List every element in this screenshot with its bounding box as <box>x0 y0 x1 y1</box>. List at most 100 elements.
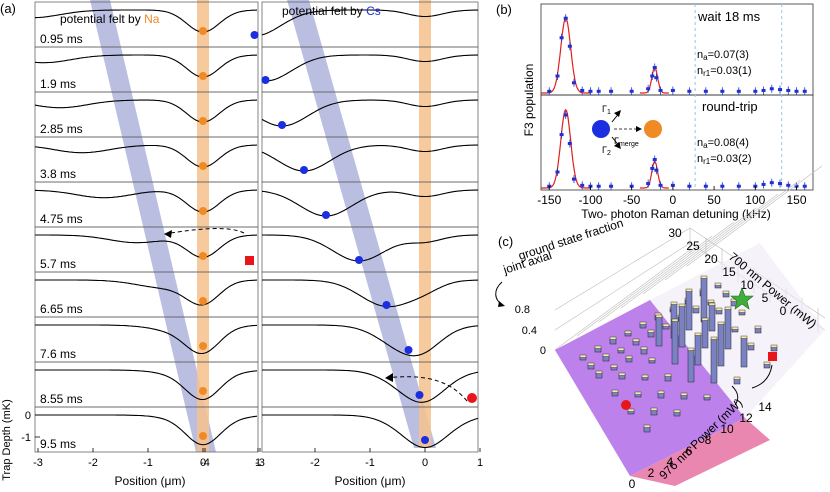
na-atom <box>199 342 207 350</box>
x700-tick: 30 <box>668 226 682 240</box>
frame-right <box>261 316 479 363</box>
data-point <box>761 88 766 92</box>
xlabel-left: Position (μm) <box>115 474 186 488</box>
merge-arrowhead <box>636 126 642 132</box>
fit-curve-main <box>541 17 591 94</box>
data-point <box>794 89 799 93</box>
xtick-label: -100 <box>578 193 602 207</box>
data-point <box>670 183 675 187</box>
xlabel-raman: Two- photon Raman detuning (kHz) <box>581 207 770 221</box>
red-circle-marker-c <box>621 400 631 410</box>
data-point <box>596 184 601 188</box>
bar <box>657 392 665 399</box>
data-point <box>658 183 663 187</box>
gamma2-sub: 2 <box>607 150 611 157</box>
xtick-label: -3 <box>255 457 265 469</box>
zlabel-line2: ground state fraction <box>517 216 625 263</box>
xtick-label: 1 <box>255 457 261 469</box>
data-point <box>670 88 675 92</box>
bar-top <box>611 389 619 393</box>
gamma1-arrowhead <box>614 110 621 117</box>
panel-a-label: (a) <box>0 1 16 16</box>
bar-top <box>639 321 647 325</box>
time-labels: 0.95 ms 1.9 ms 2.85 ms 3.8 ms 4.75 ms 5.7 ms 6… <box>40 32 83 451</box>
x700-tick: 10 <box>740 278 754 292</box>
gamma1-symbol: Γ <box>602 104 607 114</box>
time-label: 4.75 ms <box>40 212 83 226</box>
frame-right <box>261 136 479 183</box>
ylabel-trap-depth: Trap Depth (mK) <box>1 399 13 481</box>
zticks-04: 0.4 <box>522 325 537 337</box>
bar-top <box>627 408 635 412</box>
data-point <box>555 170 560 174</box>
left-title-species: Na <box>144 12 160 26</box>
xtick-label: 50 <box>707 193 721 207</box>
right-title: potential felt by Cs <box>282 4 381 18</box>
bar <box>640 348 648 355</box>
x700-tick: 20 <box>704 252 718 266</box>
gamma-merge-sub: merge <box>619 141 639 148</box>
merge-arrow-right <box>385 376 468 402</box>
grid-line <box>620 207 757 309</box>
grid-line <box>664 179 801 281</box>
data-point <box>567 44 572 48</box>
bar-top <box>587 362 595 366</box>
bar-top <box>717 321 725 325</box>
bar <box>602 355 610 362</box>
panel-a-xaxis: -4-3-2-101-4-3-2-101 <box>33 448 483 469</box>
top-na: na=0.07(3) <box>697 49 749 62</box>
grid-line <box>554 249 691 351</box>
xtick-label: -2 <box>88 457 98 469</box>
x700-tick: 5 <box>762 291 769 305</box>
data-point <box>580 88 585 92</box>
panel-c-label: (c) <box>498 234 513 249</box>
bar <box>647 331 655 338</box>
frame-right <box>261 361 479 408</box>
frame-right <box>261 91 479 138</box>
bar-top <box>634 391 642 395</box>
cs-potential-curve <box>262 414 479 449</box>
cs-atom <box>355 256 363 264</box>
plot-b-dashed-lines <box>694 4 783 190</box>
bottom-nr-sub: r1 <box>703 157 711 166</box>
green-star-marker <box>730 287 754 310</box>
x976-tick: 2 <box>648 466 655 480</box>
bar-top <box>680 392 688 396</box>
plot-b-xticks: -150 -100 -50 0 50 100 150 <box>537 186 807 207</box>
data-point <box>720 184 725 188</box>
cs-potential-curve <box>261 189 478 217</box>
bar-top <box>678 303 686 307</box>
panel-b: (b) wait 18 ms na=0.07(3) nr1=0.03(1) ro… <box>496 2 814 221</box>
bar-top <box>625 355 633 359</box>
bar <box>708 304 716 332</box>
bar-top <box>671 318 679 322</box>
bar-top <box>640 346 648 350</box>
bar-top <box>609 336 617 340</box>
na-potential-curve <box>35 414 258 446</box>
circle-pointer <box>731 385 739 406</box>
x700-ticks: 30 25 20 15 10 50 <box>668 226 786 318</box>
cs-potential-curve <box>261 144 478 172</box>
bar <box>595 372 603 379</box>
na-atom-schematic <box>644 120 662 138</box>
zticks-08: 0.8 <box>515 304 530 316</box>
cs-potential-curve <box>262 234 478 262</box>
data-point <box>736 89 741 93</box>
grid-line <box>686 165 823 267</box>
bar <box>694 334 702 366</box>
data-point <box>786 183 791 187</box>
bar-top <box>722 290 730 294</box>
bar-top <box>632 338 640 342</box>
cs-atom-schematic <box>592 120 610 138</box>
ylabel-f3: F3 population <box>522 64 536 137</box>
data-point <box>547 89 552 93</box>
data-point <box>786 88 791 92</box>
data-point <box>687 89 692 93</box>
x976-tick: 0 <box>629 477 636 491</box>
time-label: 3.8 ms <box>40 167 76 181</box>
right-title-prefix: potential felt by <box>282 4 366 18</box>
x976-tick: 14 <box>758 400 772 414</box>
na-potential-curve <box>34 54 258 78</box>
data-point <box>559 133 564 137</box>
top-nr-val: =0.03(1) <box>710 65 751 77</box>
